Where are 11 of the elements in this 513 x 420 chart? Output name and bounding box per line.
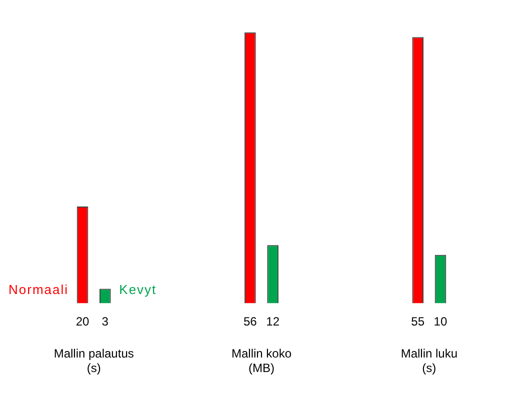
data-label: 10 (434, 314, 448, 329)
data-label: 20 (76, 314, 90, 329)
data-label: 12 (266, 314, 280, 329)
series-label: Kevyt (119, 282, 157, 297)
data-label: 55 (411, 314, 425, 329)
data-label: 56 (244, 314, 258, 329)
x-tick-label: Mallin luku (s) (400, 346, 458, 376)
data-label: 3 (102, 314, 109, 329)
x-tick-label: Mallin koko (MB) (231, 346, 292, 376)
x-tick-label: Mallin palautus (s) (54, 346, 134, 376)
series-label: Normaali (8, 282, 69, 297)
